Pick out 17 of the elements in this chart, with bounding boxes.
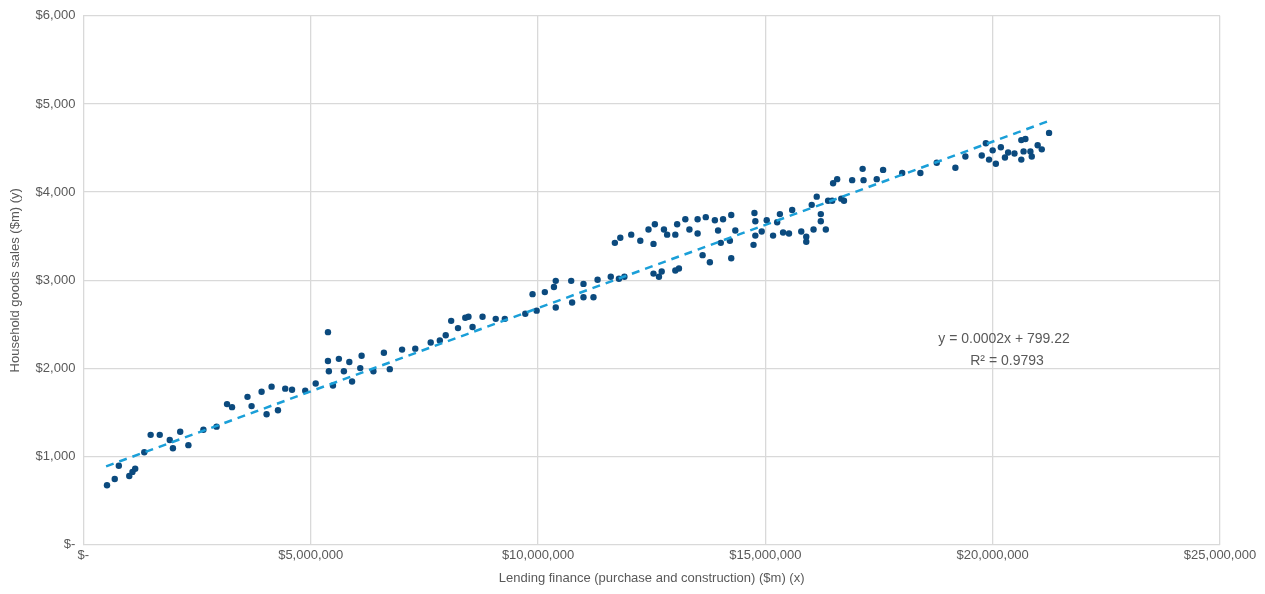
- x-tick-label: $5,000,000: [278, 547, 344, 563]
- x-tick-label: $15,000,000: [729, 547, 802, 563]
- y-tick-label: $1,000: [35, 448, 76, 464]
- y-tick-label: $-: [63, 536, 76, 552]
- x-tick-label: $25,000,000: [1183, 547, 1257, 563]
- x-tick-label: $10,000,000: [501, 547, 575, 563]
- y-tick-label: $5,000: [35, 95, 76, 111]
- y-tick-label: $6,000: [35, 7, 76, 23]
- y-axis-title: Household goods sales ($m) (y): [7, 188, 23, 373]
- annotation: R² = 0.9793: [970, 352, 1045, 369]
- y-tick-label: $3,000: [35, 271, 76, 287]
- x-tick-label: $20,000,000: [956, 547, 1029, 563]
- annotation: y = 0.0002x + 799.22: [938, 330, 1071, 347]
- y-tick-label: $2,000: [35, 360, 76, 376]
- x-tick-label: $-: [77, 547, 90, 563]
- y-tick-label: $4,000: [35, 183, 76, 199]
- x-axis-title: Lending finance (purchase and construction) ($m) (x): [498, 569, 805, 585]
